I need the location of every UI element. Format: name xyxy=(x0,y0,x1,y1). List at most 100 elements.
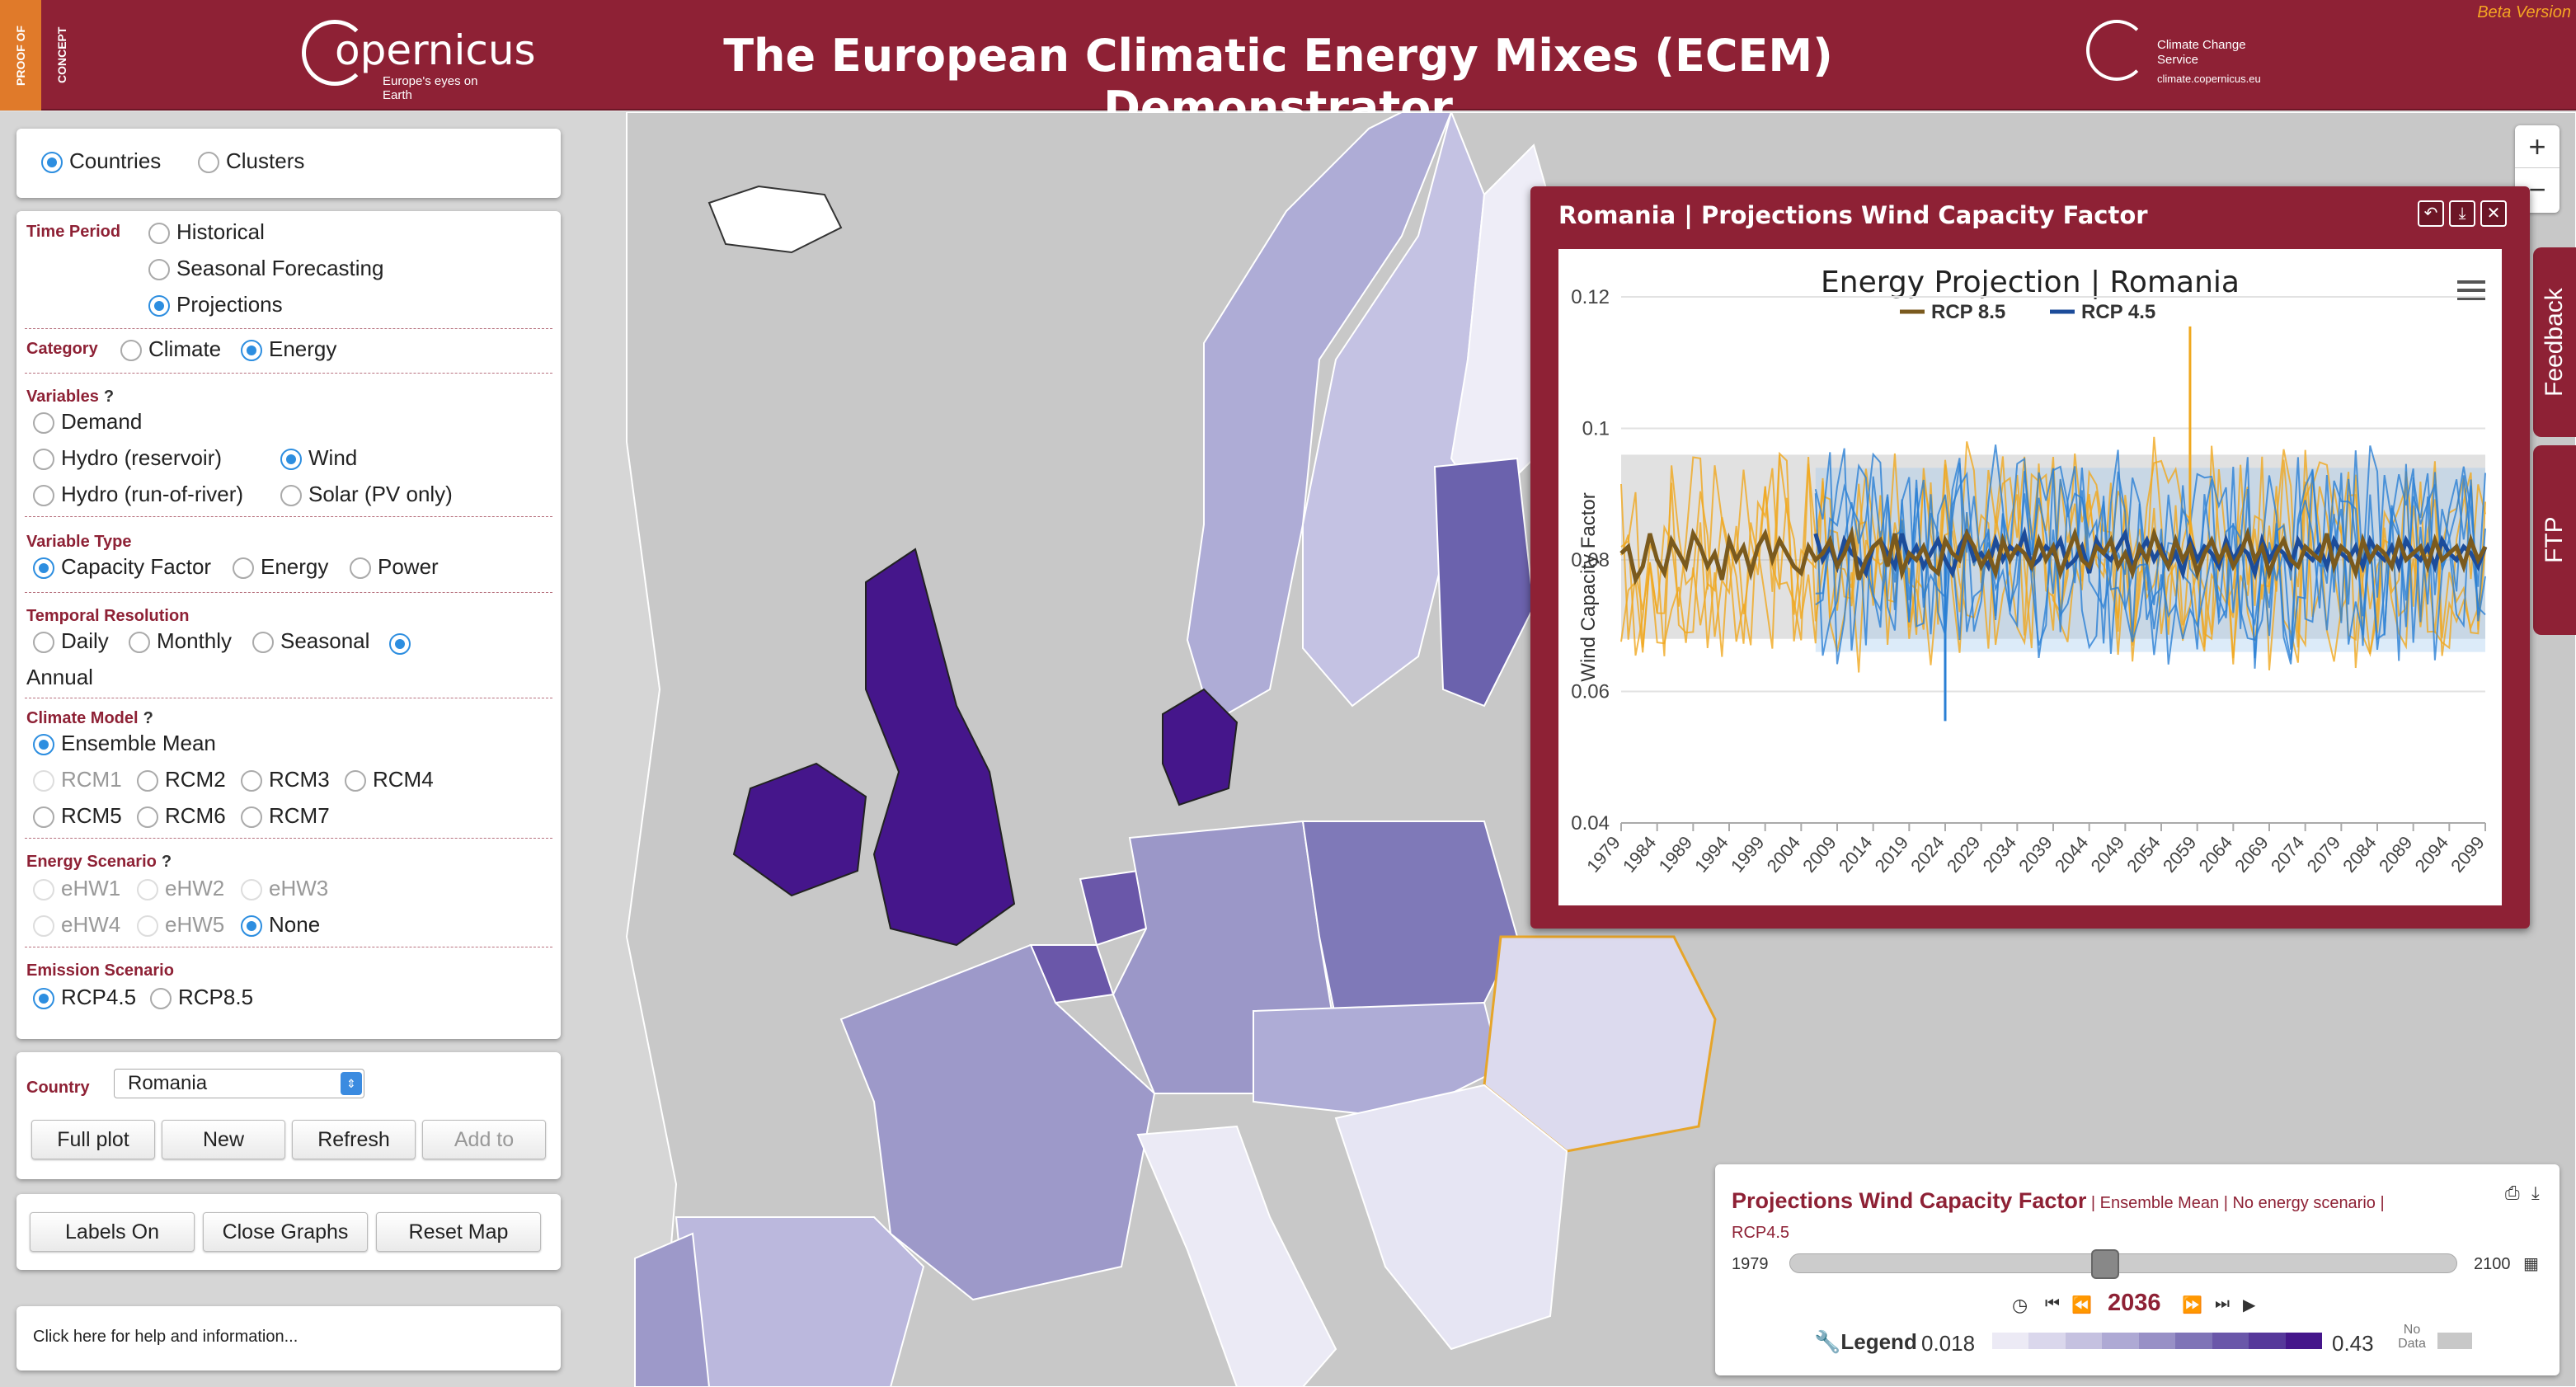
refresh-button[interactable]: Refresh xyxy=(292,1120,416,1159)
radio-icon[interactable] xyxy=(345,770,366,792)
option-rcm7[interactable]: RCM7 xyxy=(241,803,330,829)
radio-icon[interactable] xyxy=(198,152,219,174)
option-rcm3[interactable]: RCM3 xyxy=(241,767,330,792)
energy-projection-chart[interactable]: Energy Projection | Romania RCP 8.5 RCP 4… xyxy=(1558,249,2502,905)
option-projections[interactable]: Projections xyxy=(148,292,283,317)
option-ensemble-mean[interactable]: Ensemble Mean xyxy=(33,731,216,756)
radio-icon[interactable] xyxy=(150,988,172,1010)
option-rcm2[interactable]: RCM2 xyxy=(137,767,226,792)
option-rcp45[interactable]: RCP4.5 xyxy=(33,985,136,1010)
copernicus-logo[interactable]: opernicus Europe's eyes on Earth xyxy=(302,15,536,102)
option-climate[interactable]: Climate xyxy=(120,336,221,362)
mode-countries[interactable]: Countries xyxy=(41,148,161,174)
zoom-out-button[interactable]: − xyxy=(2528,172,2546,206)
radio-icon[interactable] xyxy=(148,259,170,281)
x-tick-label: 2074 xyxy=(2267,832,2309,877)
ftp-tab[interactable]: FTP xyxy=(2533,445,2576,635)
radio-icon[interactable] xyxy=(33,632,54,654)
option-rcm6[interactable]: RCM6 xyxy=(137,803,226,829)
radio-icon xyxy=(137,915,158,938)
radio-icon[interactable] xyxy=(233,557,254,580)
option-solar[interactable]: Solar (PV only) xyxy=(280,482,453,507)
option-energy-type[interactable]: Energy xyxy=(233,554,328,580)
radio-icon[interactable] xyxy=(241,915,262,938)
menu-icon-bar xyxy=(2457,297,2485,300)
help-icon[interactable]: ? xyxy=(161,853,172,871)
option-rcm4[interactable]: RCM4 xyxy=(345,767,434,792)
option-rcm5[interactable]: RCM5 xyxy=(33,803,122,829)
new-button[interactable]: New xyxy=(162,1120,285,1159)
year-slider-handle[interactable] xyxy=(2090,1249,2119,1279)
radio-icon[interactable] xyxy=(389,633,411,656)
option-wind[interactable]: Wind xyxy=(280,445,357,471)
rewind-icon[interactable]: ⏪ xyxy=(2071,1296,2092,1314)
country-select[interactable]: Romania ⇕ xyxy=(114,1069,364,1098)
radio-icon[interactable] xyxy=(33,988,54,1010)
radio-icon[interactable] xyxy=(33,557,54,580)
download-icon[interactable]: ⤓ xyxy=(2531,1182,2540,1203)
skip-start-icon[interactable]: ⏮ xyxy=(2045,1295,2060,1313)
option-seasonal-forecasting[interactable]: Seasonal Forecasting xyxy=(148,256,383,281)
clock-icon[interactable]: ◷ xyxy=(2012,1295,2028,1315)
option-power[interactable]: Power xyxy=(350,554,439,580)
option-rcp85[interactable]: RCP8.5 xyxy=(150,985,253,1010)
radio-icon[interactable] xyxy=(33,485,54,507)
close-graphs-button[interactable]: Close Graphs xyxy=(203,1212,368,1252)
radio-icon[interactable] xyxy=(280,449,302,471)
option-capacity-factor[interactable]: Capacity Factor xyxy=(33,554,211,580)
radio-icon[interactable] xyxy=(129,632,150,654)
reset-map-button[interactable]: Reset Map xyxy=(376,1212,541,1252)
legend-toggle[interactable]: 🔧Legend xyxy=(1814,1329,1917,1355)
option-daily[interactable]: Daily xyxy=(33,628,109,654)
option-none[interactable]: None xyxy=(241,912,320,938)
radio-icon[interactable] xyxy=(33,806,54,829)
download-icon[interactable]: ⤓ xyxy=(2449,200,2475,227)
close-icon[interactable]: ✕ xyxy=(2480,200,2507,227)
option-seasonal[interactable]: Seasonal xyxy=(252,628,369,654)
y-tick-label: 0.1 xyxy=(1582,418,1610,440)
radio-icon[interactable] xyxy=(350,557,371,580)
option-hydro-reservoir[interactable]: Hydro (reservoir) xyxy=(33,445,222,471)
radio-icon[interactable] xyxy=(280,485,302,507)
labels-on-button[interactable]: Labels On xyxy=(30,1212,195,1252)
feedback-tab[interactable]: Feedback xyxy=(2533,247,2576,437)
fast-forward-icon[interactable]: ⏩ xyxy=(2182,1296,2202,1314)
add-to-button[interactable]: Add to xyxy=(422,1120,546,1159)
full-plot-button[interactable]: Full plot xyxy=(31,1120,155,1159)
radio-icon[interactable] xyxy=(252,632,274,654)
c3s-logo[interactable]: Climate Change Service climate.copernicu… xyxy=(2086,16,2284,96)
help-link[interactable]: Click here for help and information... xyxy=(33,1328,298,1346)
radio-icon[interactable] xyxy=(120,340,142,362)
help-icon[interactable]: ? xyxy=(103,388,115,406)
mode-clusters[interactable]: Clusters xyxy=(198,148,304,174)
radio-icon[interactable] xyxy=(148,223,170,245)
radio-icon[interactable] xyxy=(137,770,158,792)
calendar-icon[interactable]: ▦ xyxy=(2523,1255,2539,1273)
option-demand[interactable]: Demand xyxy=(33,409,142,435)
radio-icon[interactable] xyxy=(148,295,170,317)
option-label: eHW2 xyxy=(165,876,225,900)
radio-icon[interactable] xyxy=(33,734,54,756)
radio-icon[interactable] xyxy=(241,806,262,829)
option-historical[interactable]: Historical xyxy=(148,219,265,245)
play-icon[interactable]: ▶ xyxy=(2243,1296,2256,1314)
option-monthly[interactable]: Monthly xyxy=(129,628,232,654)
option-annual-radio[interactable] xyxy=(389,630,417,656)
radio-icon[interactable] xyxy=(33,412,54,435)
help-panel[interactable]: Click here for help and information... xyxy=(16,1306,561,1371)
radio-icon[interactable] xyxy=(41,152,63,174)
radio-icon[interactable] xyxy=(137,806,158,829)
print-icon[interactable]: ⎙ xyxy=(2505,1182,2520,1203)
menu-icon[interactable] xyxy=(2457,280,2485,300)
radio-icon[interactable] xyxy=(33,449,54,471)
option-hydro-ror[interactable]: Hydro (run-of-river) xyxy=(33,482,243,507)
radio-icon[interactable] xyxy=(241,770,262,792)
legend-swatch xyxy=(2065,1333,2103,1349)
skip-end-icon[interactable]: ⏭ xyxy=(2215,1295,2230,1313)
year-slider[interactable] xyxy=(1789,1249,2457,1279)
radio-icon[interactable] xyxy=(241,340,262,362)
option-energy[interactable]: Energy xyxy=(241,336,336,362)
zoom-in-button[interactable]: + xyxy=(2515,125,2560,168)
undo-icon[interactable]: ↶ xyxy=(2418,200,2444,227)
help-icon[interactable]: ? xyxy=(143,709,153,727)
